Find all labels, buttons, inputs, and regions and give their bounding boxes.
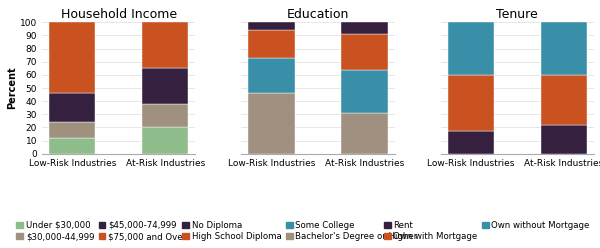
Title: Tenure: Tenure: [496, 8, 538, 21]
Legend: Rent, Own with Mortgage, Own without Mortgage: Rent, Own with Mortgage, Own without Mor…: [384, 221, 590, 241]
Bar: [142, 127, 188, 154]
Bar: [541, 75, 587, 125]
Bar: [49, 122, 95, 138]
Title: Education: Education: [287, 8, 349, 21]
Y-axis label: Percent: Percent: [7, 67, 17, 109]
Bar: [49, 93, 95, 122]
Bar: [49, 22, 95, 93]
Bar: [341, 22, 388, 34]
Bar: [248, 58, 295, 93]
Bar: [142, 104, 188, 127]
Legend: Under $30,000, $30,000-44,999, $45,000-74,999, $75,000 and Over: Under $30,000, $30,000-44,999, $45,000-7…: [16, 221, 186, 241]
Bar: [49, 138, 95, 154]
Bar: [341, 70, 388, 113]
Bar: [448, 22, 494, 75]
Bar: [541, 125, 587, 154]
Bar: [248, 22, 295, 30]
Bar: [341, 34, 388, 70]
Bar: [248, 30, 295, 58]
Bar: [341, 113, 388, 154]
Bar: [142, 68, 188, 104]
Bar: [248, 93, 295, 154]
Bar: [448, 75, 494, 131]
Title: Household Income: Household Income: [61, 8, 177, 21]
Bar: [448, 131, 494, 154]
Legend: No Diploma, High School Diploma, Some College, Bachelor's Degree or Higher: No Diploma, High School Diploma, Some Co…: [182, 221, 418, 241]
Bar: [541, 22, 587, 75]
Bar: [142, 22, 188, 68]
